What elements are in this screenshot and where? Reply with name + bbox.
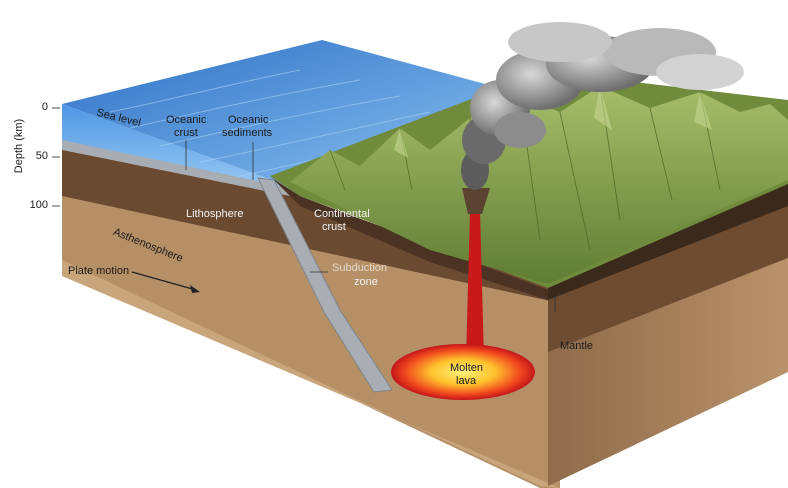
label-continental-crust-line1: Continental (314, 208, 370, 220)
ocean-surface (62, 40, 500, 190)
label-subduction-zone-line2: zone (354, 276, 378, 288)
front-face (62, 104, 560, 488)
label-oceanic-crust-line2: crust (174, 127, 198, 139)
continent-side-dark (548, 182, 788, 305)
mountain-range (290, 86, 788, 284)
smoke-plume (461, 22, 744, 190)
tick-50: 50 (35, 150, 48, 162)
leader-lines (185, 140, 556, 312)
mantle-side (548, 258, 788, 486)
tick-100: 100 (29, 199, 48, 211)
label-mantle: Mantle (560, 340, 594, 352)
plate-motion-arrow (131, 271, 200, 293)
magma-conduit (466, 210, 484, 360)
label-subduction-zone-line1: Subduction (332, 262, 388, 274)
tick-0: 0 (41, 101, 48, 113)
label-oceanic-sediments-line2: sediments (222, 127, 273, 139)
depth-axis-label: Depth (km) (13, 118, 26, 174)
label-oceanic-sediments-line1: Oceanic (228, 114, 269, 126)
lithosphere-side (548, 206, 788, 356)
volcano-vent (462, 188, 490, 214)
lithosphere-layer (62, 150, 560, 305)
label-oceanic-crust-line1: Oceanic (166, 114, 207, 126)
label-plate-motion: Plate motion (68, 265, 130, 277)
label-molten-lava-line2: lava (456, 375, 477, 387)
label-continental-crust-line2: crust (322, 221, 346, 233)
side-face (548, 182, 788, 486)
label-molten-lava-line1: Molten (450, 362, 484, 374)
magma-chamber (391, 344, 535, 400)
label-lithosphere: Lithosphere (186, 208, 244, 220)
subducting-slab (257, 177, 393, 393)
depth-axis (52, 107, 60, 207)
asthenosphere-layer (62, 196, 560, 488)
